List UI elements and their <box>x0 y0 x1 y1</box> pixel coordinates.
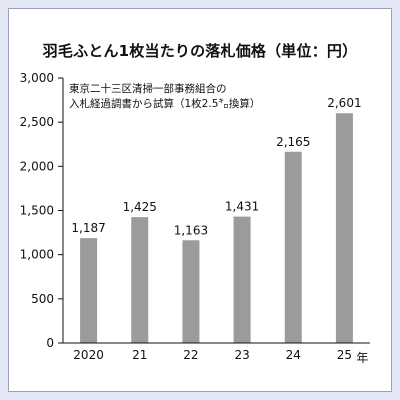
y-tick-label: 500 <box>31 292 54 306</box>
x-tick-label: 2020 <box>73 348 104 362</box>
data-label: 2,601 <box>327 96 361 110</box>
x-axis-labels: 2020 21 22 23 24 25 <box>73 348 352 362</box>
y-tick-label: 1,500 <box>20 204 54 218</box>
x-tick-label: 21 <box>132 348 147 362</box>
data-label: 1,425 <box>123 200 157 214</box>
data-labels: 1,187 1,425 1,163 1,431 2,165 2,601 <box>71 96 361 237</box>
x-tick-label: 25 <box>337 348 352 362</box>
y-axis-ticks: 0 500 1,000 1,500 2,000 2,500 3,000 <box>20 71 63 350</box>
y-tick-label: 3,000 <box>20 71 54 85</box>
x-tick-label: 23 <box>234 348 249 362</box>
bar <box>182 240 200 343</box>
chart-panel <box>8 8 392 392</box>
y-tick-label: 0 <box>46 336 54 350</box>
bar <box>131 217 149 343</box>
x-tick-label: 24 <box>286 348 301 362</box>
bar <box>233 216 251 343</box>
data-label: 1,187 <box>71 221 105 235</box>
x-axis-unit: 年 <box>356 351 368 365</box>
y-tick-label: 1,000 <box>20 248 54 262</box>
chart-title: 羽毛ふとん1枚当たりの落札価格（単位：円） <box>42 42 358 60</box>
data-label: 2,165 <box>276 135 310 149</box>
data-label: 1,431 <box>225 200 259 214</box>
bar <box>80 238 98 343</box>
bar <box>284 151 302 343</box>
annotation-line-1: 東京二十三区清掃一部事務組合の <box>69 82 227 95</box>
data-label: 1,163 <box>174 223 208 237</box>
annotation-line-2: 入札経過調書から試算（1枚2.5㌔換算） <box>69 97 260 110</box>
y-tick-label: 2,500 <box>20 115 54 129</box>
y-tick-label: 2,000 <box>20 159 54 173</box>
bar <box>335 113 353 344</box>
bars <box>80 113 353 344</box>
x-tick-label: 22 <box>183 348 198 362</box>
